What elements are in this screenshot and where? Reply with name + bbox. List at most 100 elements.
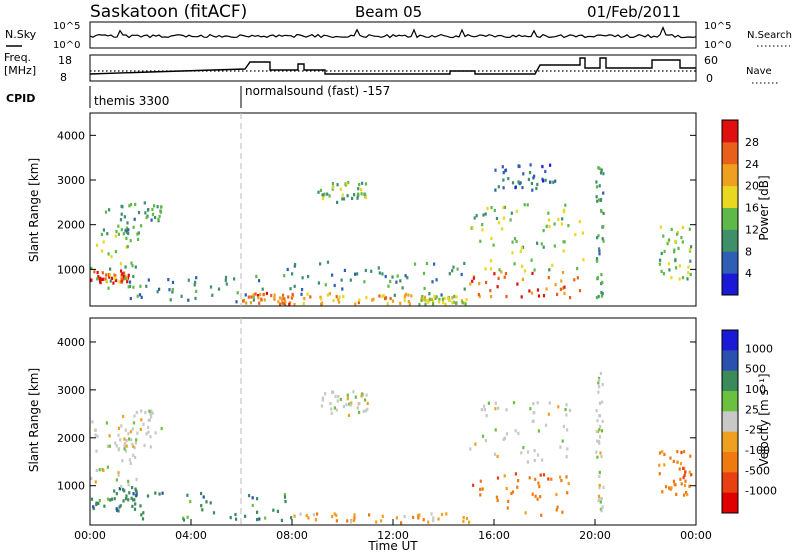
scatter-cell [129,461,132,465]
scatter-cell [135,410,138,415]
scatter-cell [122,499,125,503]
scatter-cell [109,279,112,283]
scatter-cell [331,182,334,186]
scatter-cell [349,278,352,282]
scatter-cell [360,394,363,398]
scatter-cell [353,193,356,197]
scatter-cell [225,282,228,286]
scatter-cell [663,463,666,467]
scatter-cell [679,477,682,481]
scatter-cell [264,516,267,520]
scatter-cell [236,291,239,295]
scatter-cell [137,210,141,215]
beam-title: Beam 05 [355,3,422,21]
scatter-cell [435,295,438,299]
scatter-cell [258,517,261,521]
scatter-cell [581,231,584,235]
scatter-cell [158,214,161,218]
scatter-cell [273,293,276,297]
scatter-cell [554,283,557,287]
scatter-cell [124,428,127,432]
scatter-cell [433,262,436,266]
scatter-cell [563,291,566,295]
scatter-cell [539,473,542,477]
scatter-cell [97,275,100,279]
scatter-cell [544,169,547,174]
scatter-cell [326,293,329,297]
scatter-cell [481,228,484,232]
scatter-cell [339,397,342,402]
scatter-cell [233,277,236,281]
scatter-cell [119,218,123,222]
scatter-cell [364,398,367,402]
scatter-cell [110,255,113,259]
scatter-cell [133,414,136,418]
scatter-cell [513,262,516,266]
scatter-cell [661,490,664,494]
scatter-cell [319,295,322,299]
scatter-cell [503,474,506,478]
scatter-cell [427,520,430,524]
scatter-cell [144,211,147,215]
scatter-cell [290,516,293,520]
scatter-cell [150,415,153,419]
scatter-cell [287,295,290,299]
scatter-cell [473,216,476,220]
scatter-cell [123,215,126,219]
scatter-cell [597,376,601,381]
scatter-cell [149,445,152,449]
scatter-cell [142,511,145,515]
scatter-cell [684,479,687,483]
scatter-cell [115,278,118,283]
nsky-label: N.Sky [5,28,37,41]
colorbar-tick-label: -1000 [745,485,777,498]
scatter-cell [403,298,406,302]
scatter-cell [555,492,558,497]
freq-label-2: [MHz] [4,64,36,77]
scatter-cell [437,517,440,521]
scatter-cell [357,187,360,191]
scatter-cell [536,288,540,292]
scatter-cell [127,498,130,502]
scatter-cell [100,277,103,281]
scatter-cell [597,381,600,385]
scatter-cell [95,501,98,505]
scatter-cell [117,447,121,451]
freq-tick-high: 18 [58,54,72,67]
scatter-cell [91,420,94,424]
scatter-cell [557,217,560,221]
scatter-cell [205,500,208,504]
scatter-cell [598,496,601,501]
xtick-label: 04:00 [175,529,207,542]
scatter-cell [495,216,499,221]
scatter-cell [601,280,604,284]
scatter-cell [560,279,563,283]
scatter-cell [566,428,569,432]
scatter-cell [549,163,552,167]
scatter-cell [548,225,551,229]
scatter-cell [168,288,171,292]
scatter-cell [120,424,123,428]
scatter-cell [478,294,481,298]
scatter-cell [545,287,548,291]
scatter-cell [127,479,130,483]
scatter-cell [597,499,600,503]
scatter-cell [596,455,599,459]
scatter-cell [117,232,120,236]
scatter-cell [144,411,147,415]
scatter-cell [548,218,551,222]
scatter-cell [549,180,552,184]
scatter-cell [284,499,287,504]
scatter-cell [416,514,420,518]
scatter-cell [445,512,448,516]
scatter-cell [186,493,189,497]
xtick-label: 00:00 [680,529,712,542]
scatter-cell [530,181,533,186]
scatter-cell [110,497,113,501]
scatter-cell [542,179,545,183]
scatter-cell [306,292,309,296]
scatter-cell [293,302,296,307]
scatter-cell [541,458,544,462]
scatter-cell [574,233,577,237]
scatter-cell [107,273,110,277]
